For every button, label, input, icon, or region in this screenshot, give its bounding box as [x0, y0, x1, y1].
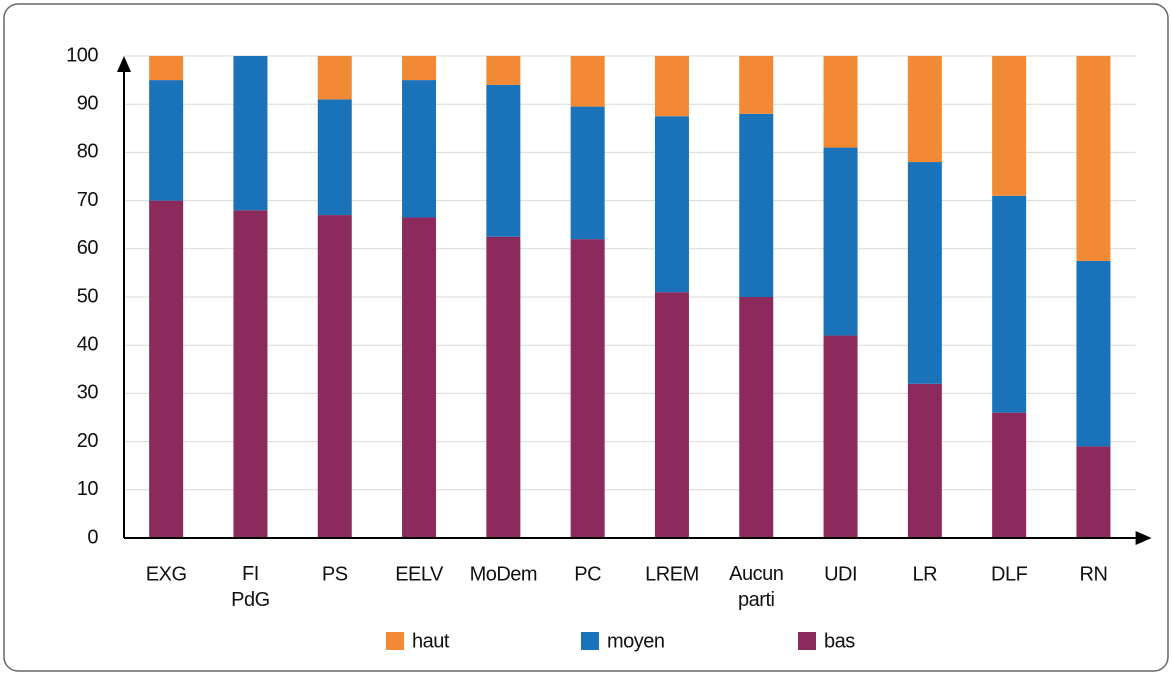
bar-segment — [654, 292, 689, 538]
x-tick-label: UDI — [824, 563, 857, 585]
bar-segment — [1076, 446, 1111, 538]
bar-segment — [233, 210, 268, 539]
bar-segment — [402, 217, 437, 538]
bar-segment — [907, 162, 942, 384]
y-tick-label: 80 — [77, 141, 99, 163]
bar-segment — [654, 56, 689, 117]
x-tick-label: LR — [913, 563, 938, 585]
x-tick-label: EELV — [395, 563, 444, 585]
x-tick-label: Aucun parti — [729, 563, 783, 611]
bar-segment — [486, 56, 521, 85]
x-tick-label: LREM — [645, 563, 699, 585]
bar-segment — [317, 99, 352, 216]
y-tick-label: 60 — [77, 237, 99, 259]
bar-segment — [149, 56, 184, 81]
x-tick-label: DLF — [991, 563, 1028, 585]
y-tick-label: 40 — [77, 333, 99, 355]
legend-label: moyen — [607, 630, 665, 652]
bar-segment — [739, 113, 774, 297]
bar-segment — [739, 297, 774, 538]
legend-label: bas — [824, 630, 855, 652]
bar-segment — [992, 195, 1027, 413]
y-tick-label: 100 — [66, 44, 98, 66]
bar-segment — [654, 116, 689, 293]
bar-segment — [570, 106, 605, 240]
legend-swatch — [581, 632, 599, 650]
legend-label: haut — [412, 630, 450, 652]
bar-segment — [739, 56, 774, 114]
y-tick-label: 90 — [77, 92, 99, 114]
legend-swatch — [386, 632, 404, 650]
bar-segment — [486, 84, 521, 237]
bar-segment — [570, 56, 605, 107]
bar-segment — [233, 56, 268, 211]
x-tick-label: PC — [574, 563, 601, 585]
x-tick-label: MoDem — [470, 563, 538, 585]
y-tick-label: 50 — [77, 285, 99, 307]
bar-segment — [1076, 56, 1111, 261]
y-tick-label: 0 — [87, 526, 98, 548]
x-tick-label: FI PdG — [231, 563, 270, 611]
bar-segment — [823, 147, 858, 336]
y-tick-label: 20 — [77, 430, 99, 452]
x-tick-label: PS — [322, 563, 348, 585]
bar-segment — [907, 383, 942, 538]
x-tick-label: EXG — [146, 563, 187, 585]
bar-segment — [907, 56, 942, 163]
bar-segment — [317, 215, 352, 538]
bar-segment — [402, 56, 437, 81]
y-tick-label: 30 — [77, 382, 99, 404]
x-tick-label: RN — [1080, 563, 1108, 585]
legend-swatch — [798, 632, 816, 650]
bar-segment — [1076, 260, 1111, 447]
bar-segment — [317, 56, 352, 100]
y-axis-arrow — [117, 56, 131, 72]
bar-segment — [402, 80, 437, 218]
bar-segment — [992, 56, 1027, 196]
bar-segment — [149, 80, 184, 201]
bar-segment — [570, 239, 605, 538]
bar-segment — [486, 236, 521, 538]
bar-segment — [149, 200, 184, 538]
bar-segment — [992, 412, 1027, 538]
bar-segment — [823, 56, 858, 148]
bar-segment — [823, 335, 858, 538]
y-tick-label: 10 — [77, 478, 99, 500]
x-axis-arrow — [1135, 531, 1152, 545]
y-tick-label: 70 — [77, 189, 99, 211]
